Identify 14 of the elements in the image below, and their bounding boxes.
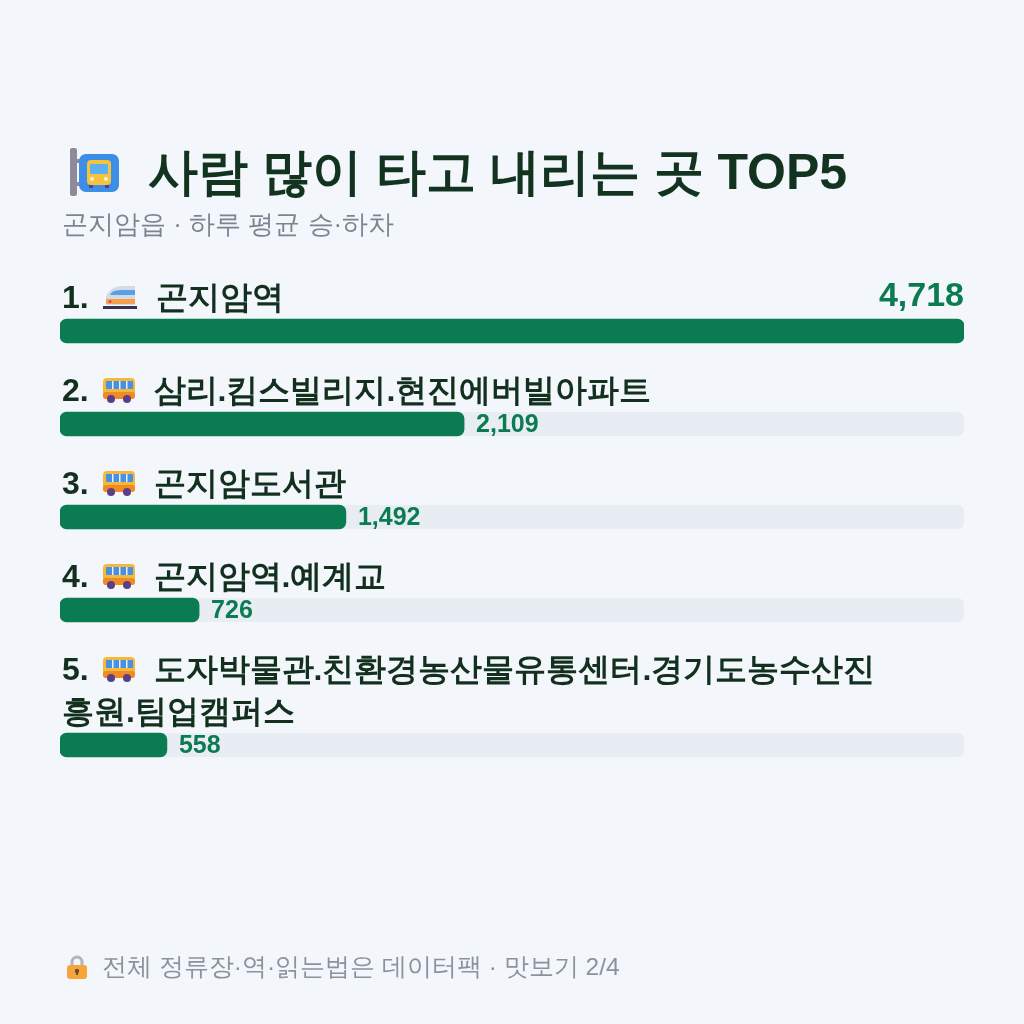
category-label: 5. 도자박물관.친환경농산물유통센터.경기도농수산진흥원.팀업캠퍼스 bbox=[62, 651, 876, 729]
chart-title: 사람 많이 타고 내리는 곳 TOP5 bbox=[148, 143, 848, 202]
category-label: 3. 곤지암도서관 bbox=[62, 465, 346, 501]
chart-subtitle: 곤지암읍 · 하루 평균 승·하차 bbox=[62, 208, 395, 241]
data-label: 726 bbox=[211, 594, 253, 623]
category-label: 2. 삼리.킴스빌리지.현진에버빌아파트 bbox=[62, 372, 652, 408]
data-label: 2,109 bbox=[476, 408, 539, 437]
data-label: 558 bbox=[178, 729, 221, 758]
category-label: 1. 곤지암역 bbox=[62, 279, 284, 315]
text: 전체 정류장·역·읽는법은 데이터팩 · 맛보기 2/4 bbox=[102, 952, 620, 982]
data-label: 4,718 bbox=[878, 275, 964, 314]
category-label: 4. 곤지암역.예계교 bbox=[62, 558, 387, 594]
data-label: 1,492 bbox=[357, 501, 421, 530]
bar bbox=[60, 597, 200, 623]
